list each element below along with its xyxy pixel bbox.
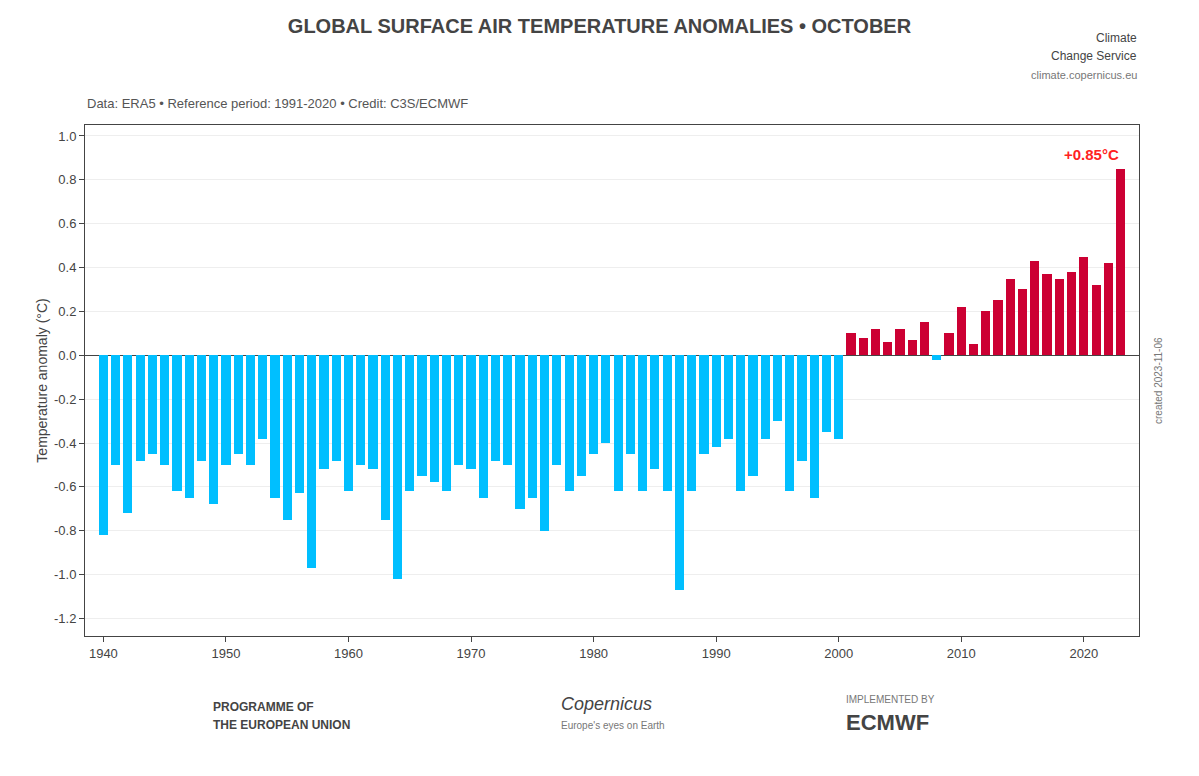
svg-text:Climate: Climate	[1096, 31, 1137, 45]
svg-text:created 2023-11-06: created 2023-11-06	[1153, 337, 1164, 424]
svg-text:-1.0: -1.0	[54, 567, 76, 582]
svg-text:2000: 2000	[824, 646, 853, 661]
svg-text:0.0: 0.0	[58, 348, 76, 363]
svg-text:-0.4: -0.4	[54, 436, 76, 451]
svg-text:1.0: 1.0	[58, 129, 76, 144]
svg-text:-1.2: -1.2	[54, 611, 76, 626]
svg-text:IMPLEMENTED BY: IMPLEMENTED BY	[846, 694, 935, 705]
svg-text:Data: ERA5 • Reference period:: Data: ERA5 • Reference period: 1991-2020…	[87, 96, 468, 111]
svg-text:ECMWF: ECMWF	[846, 710, 929, 735]
svg-text:2020: 2020	[1069, 646, 1098, 661]
svg-text:THE EUROPEAN UNION: THE EUROPEAN UNION	[213, 718, 350, 732]
svg-text:GLOBAL SURFACE AIR TEMPERATURE: GLOBAL SURFACE AIR TEMPERATURE ANOMALIES…	[288, 15, 912, 37]
svg-text:PROGRAMME OF: PROGRAMME OF	[213, 700, 314, 714]
svg-text:Copernicus: Copernicus	[561, 694, 652, 714]
svg-text:1970: 1970	[457, 646, 486, 661]
svg-text:0.2: 0.2	[58, 304, 76, 319]
svg-text:0.4: 0.4	[58, 260, 76, 275]
svg-text:1980: 1980	[579, 646, 608, 661]
svg-text:+0.85°C: +0.85°C	[1064, 146, 1119, 163]
svg-text:0.8: 0.8	[58, 172, 76, 187]
svg-text:2010: 2010	[947, 646, 976, 661]
svg-text:1960: 1960	[334, 646, 363, 661]
svg-text:Europe's eyes on Earth: Europe's eyes on Earth	[561, 720, 665, 731]
svg-text:-0.2: -0.2	[54, 392, 76, 407]
svg-text:-0.8: -0.8	[54, 523, 76, 538]
svg-text:climate.copernicus.eu: climate.copernicus.eu	[1031, 69, 1137, 81]
svg-text:1940: 1940	[89, 646, 118, 661]
svg-text:1990: 1990	[702, 646, 731, 661]
svg-text:-0.6: -0.6	[54, 479, 76, 494]
svg-text:1950: 1950	[211, 646, 240, 661]
svg-text:0.6: 0.6	[58, 216, 76, 231]
svg-text:Temperature anomaly (°C): Temperature anomaly (°C)	[34, 298, 50, 462]
svg-text:Change Service: Change Service	[1051, 49, 1137, 63]
